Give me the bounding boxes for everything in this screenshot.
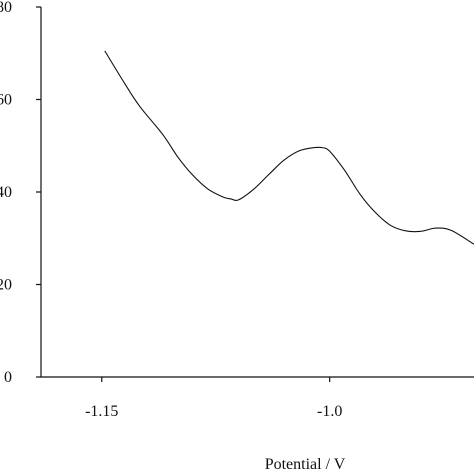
series-line-0 [104,50,474,245]
x-tick-label: -1.0 [317,403,342,420]
x-axis-title: Potential / V [265,456,346,473]
y-tick-label: 80 [0,0,12,16]
y-tick-label: 0 [4,369,12,386]
y-ticks: 80 60 40 20 0 [0,0,41,386]
x-ticks: -1.15 -1.0 [85,377,342,420]
axes [40,7,474,378]
series-group [104,50,474,245]
y-tick-label: 40 [0,184,12,201]
y-tick-label: 60 [0,92,12,109]
y-tick-label: 20 [0,277,12,294]
x-tick-label: -1.15 [85,403,118,420]
